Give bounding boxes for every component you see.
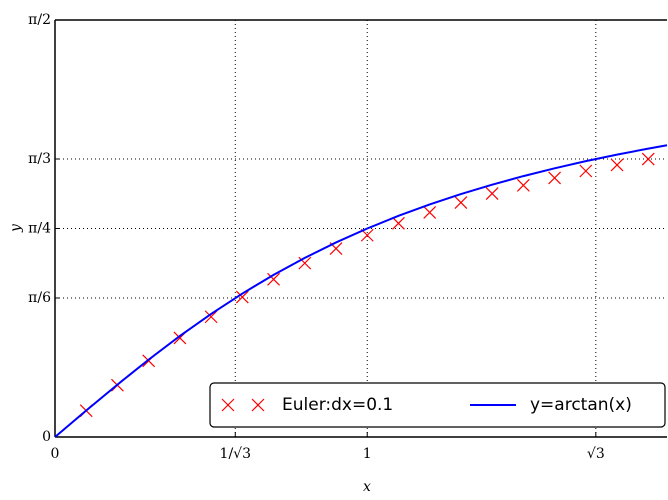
marker	[454, 196, 468, 210]
legend-label: y=arctan(x)	[530, 395, 632, 415]
marker	[485, 187, 499, 200]
marker	[392, 216, 405, 230]
x-axis-label: x	[363, 479, 371, 495]
marker	[610, 158, 624, 172]
legend-box	[209, 382, 666, 428]
y-tick-label: π/6	[28, 290, 51, 306]
x-tick-label: 1/√3	[220, 446, 251, 462]
marker	[641, 152, 655, 166]
marker	[204, 310, 218, 324]
marker	[267, 272, 280, 286]
x-tick-label: 1	[363, 446, 372, 462]
legend-label: Euler:dx=0.1	[282, 395, 393, 415]
y-axis-label: y	[8, 223, 24, 233]
y-tick-label: π/2	[28, 12, 51, 28]
marker	[235, 290, 249, 304]
x-tick-label: √3	[587, 446, 605, 462]
line	[54, 144, 668, 438]
y-tick-label: π/3	[28, 151, 51, 167]
marker	[579, 164, 593, 178]
marker	[251, 398, 265, 412]
marker	[548, 171, 562, 185]
marker	[516, 178, 530, 192]
y-tick-label: π/4	[28, 221, 51, 237]
marker	[423, 205, 437, 219]
marker	[221, 398, 235, 412]
x-tick-label: 0	[51, 446, 60, 462]
y-tick-label: 0	[42, 429, 51, 445]
